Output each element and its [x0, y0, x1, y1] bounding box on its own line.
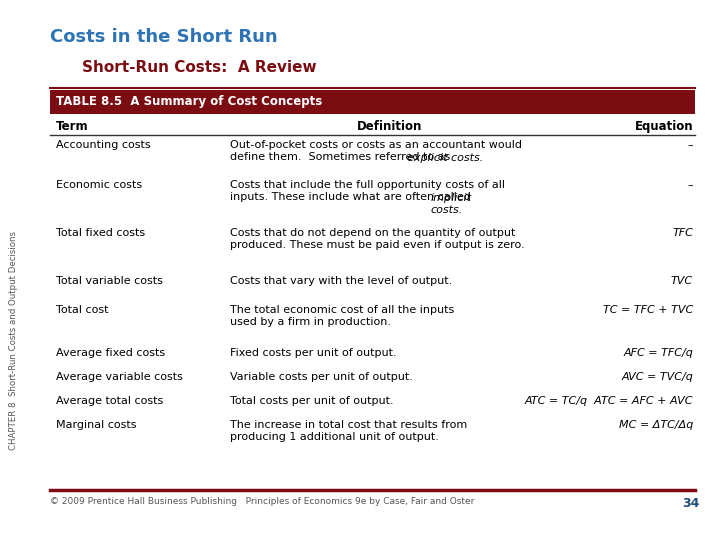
Text: Definition: Definition — [357, 120, 423, 133]
Text: The increase in total cost that results from
producing 1 additional unit of outp: The increase in total cost that results … — [230, 420, 467, 442]
Text: TABLE 8.5  A Summary of Cost Concepts: TABLE 8.5 A Summary of Cost Concepts — [56, 96, 323, 109]
Text: TVC: TVC — [671, 276, 693, 286]
Text: CHAPTER 8  Short-Run Costs and Output Decisions: CHAPTER 8 Short-Run Costs and Output Dec… — [9, 231, 19, 449]
Bar — [50, 90, 695, 114]
Text: MC = ΔTC/Δq: MC = ΔTC/Δq — [618, 420, 693, 430]
Text: ATC = TC/q  ATC = AFC + AVC: ATC = TC/q ATC = AFC + AVC — [524, 396, 693, 406]
Text: Costs in the Short Run: Costs in the Short Run — [50, 28, 278, 46]
Text: © 2009 Prentice Hall Business Publishing   Principles of Economics 9e by Case, F: © 2009 Prentice Hall Business Publishing… — [50, 497, 474, 506]
Text: Out-of-pocket costs or costs as an accountant would
define them.  Sometimes refe: Out-of-pocket costs or costs as an accou… — [230, 140, 522, 161]
Text: AVC = TVC/q: AVC = TVC/q — [621, 372, 693, 382]
Text: Equation: Equation — [634, 120, 693, 133]
Text: Total fixed costs: Total fixed costs — [56, 228, 145, 238]
Text: Costs that include the full opportunity costs of all
inputs. These include what : Costs that include the full opportunity … — [230, 180, 505, 201]
Text: Short-Run Costs:  A Review: Short-Run Costs: A Review — [82, 60, 317, 75]
Text: Total variable costs: Total variable costs — [56, 276, 163, 286]
Text: Costs that vary with the level of output.: Costs that vary with the level of output… — [230, 276, 452, 286]
Text: 34: 34 — [683, 497, 700, 510]
Text: Variable costs per unit of output.: Variable costs per unit of output. — [230, 372, 413, 382]
Text: TC = TFC + TVC: TC = TFC + TVC — [603, 305, 693, 315]
Text: Average total costs: Average total costs — [56, 396, 163, 406]
Text: Economic costs: Economic costs — [56, 180, 142, 190]
Text: AFC = TFC/q: AFC = TFC/q — [623, 348, 693, 358]
Text: –: – — [688, 140, 693, 150]
Text: The total economic cost of all the inputs
used by a firm in production.: The total economic cost of all the input… — [230, 305, 454, 327]
Text: Accounting costs: Accounting costs — [56, 140, 150, 150]
Text: Costs that do not depend on the quantity of output
produced. These must be paid : Costs that do not depend on the quantity… — [230, 228, 525, 249]
Text: Marginal costs: Marginal costs — [56, 420, 137, 430]
Text: Total cost: Total cost — [56, 305, 109, 315]
Text: Term: Term — [56, 120, 89, 133]
Text: Fixed costs per unit of output.: Fixed costs per unit of output. — [230, 348, 397, 358]
Text: TFC: TFC — [672, 228, 693, 238]
Text: Average fixed costs: Average fixed costs — [56, 348, 165, 358]
Text: –: – — [688, 180, 693, 190]
Text: Average variable costs: Average variable costs — [56, 372, 183, 382]
Text: explicit costs.: explicit costs. — [408, 153, 484, 163]
Text: Total costs per unit of output.: Total costs per unit of output. — [230, 396, 394, 406]
Text: implicit
costs.: implicit costs. — [431, 193, 471, 215]
